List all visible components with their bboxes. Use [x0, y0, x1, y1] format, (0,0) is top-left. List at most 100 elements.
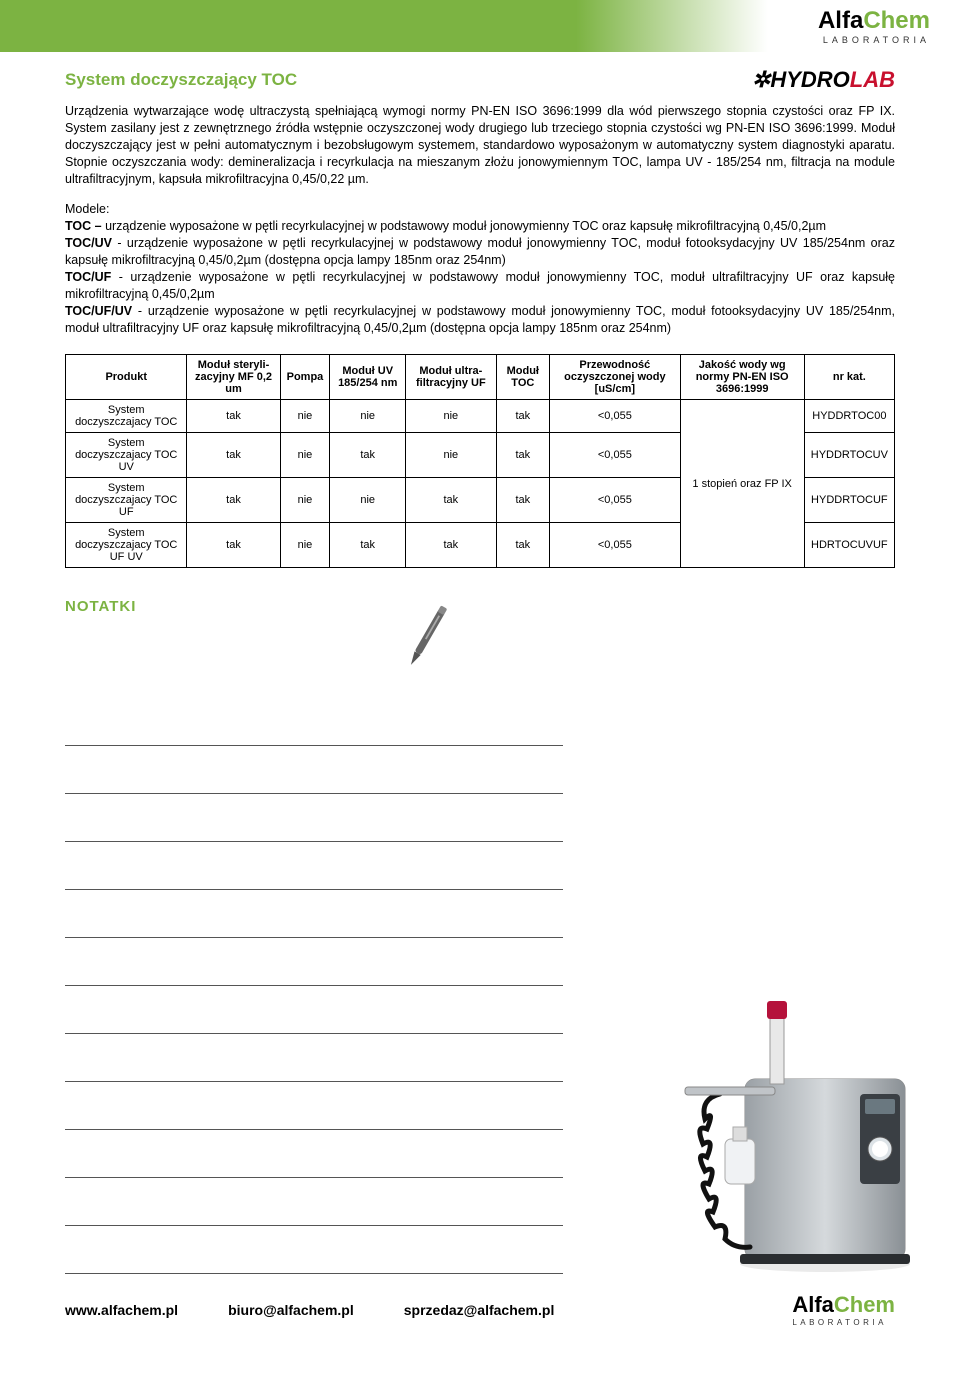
cell: tak — [496, 478, 550, 523]
note-line — [65, 1130, 563, 1178]
cell: tak — [330, 523, 406, 568]
th-mf: Moduł steryli-zacyjny MF 0,2 um — [187, 355, 280, 400]
cell: <0,055 — [550, 478, 680, 523]
note-lines — [65, 698, 563, 1274]
product-image — [625, 999, 915, 1279]
cell: tak — [496, 433, 550, 478]
page-content: System doczyszczający TOC ✲HYDROLAB Urzą… — [0, 52, 960, 1284]
cell-produkt: System doczyszczajacy TOC UF — [66, 478, 187, 523]
title-row: System doczyszczający TOC ✲HYDROLAB — [65, 67, 895, 93]
cell: nie — [280, 400, 330, 433]
th-przewodnosc: Przewodność oczyszczonej wody [uS/cm] — [550, 355, 680, 400]
model-name-1: TOC/UV — [65, 236, 112, 250]
footer-url[interactable]: www.alfachem.pl — [65, 1302, 178, 1318]
cell-kat: HYDDRTOCUV — [804, 433, 894, 478]
brand-subtitle-footer: LABORATORIA — [792, 1318, 895, 1327]
footer-links: www.alfachem.pl biuro@alfachem.pl sprzed… — [65, 1302, 554, 1318]
note-line — [65, 842, 563, 890]
footer: www.alfachem.pl biuro@alfachem.pl sprzed… — [0, 1284, 960, 1339]
cell-produkt: System doczyszczajacy TOC UF UV — [66, 523, 187, 568]
brand-name-part2-footer: Chem — [834, 1292, 895, 1317]
notes-title: NOTATKI — [65, 598, 136, 615]
cell: nie — [280, 433, 330, 478]
th-jakosc: Jakość wody wg normy PN-EN ISO 3696:1999 — [680, 355, 804, 400]
cell: nie — [280, 478, 330, 523]
cell: tak — [187, 433, 280, 478]
cell: tak — [187, 400, 280, 433]
cell: tak — [406, 478, 496, 523]
cell: nie — [330, 400, 406, 433]
th-uf: Moduł ultra-filtracyjny UF — [406, 355, 496, 400]
table-row: System doczyszczajacy TOC tak nie nie ni… — [66, 400, 895, 433]
note-line — [65, 1178, 563, 1226]
models-block: Modele: TOC – urządzenie wyposażone w pę… — [65, 201, 895, 336]
cell: nie — [330, 478, 406, 523]
cell-produkt: System doczyszczajacy TOC UV — [66, 433, 187, 478]
cell-kat: HYDDRTOCUF — [804, 478, 894, 523]
cell: nie — [406, 400, 496, 433]
note-line — [65, 1034, 563, 1082]
model-line-0: TOC – urządzenie wyposażone w pętli recy… — [65, 218, 895, 235]
cell: <0,055 — [550, 400, 680, 433]
note-line — [65, 1082, 563, 1130]
cell-quality-merged: 1 stopień oraz FP IX — [680, 400, 804, 568]
cell: nie — [280, 523, 330, 568]
cell-kat: HDRTOCUVUF — [804, 523, 894, 568]
brand-logo-footer: AlfaChem LABORATORIA — [792, 1292, 895, 1327]
table-header-row: Produkt Moduł steryli-zacyjny MF 0,2 um … — [66, 355, 895, 400]
hydrolab-prefix: HYDRO — [770, 67, 849, 92]
th-uv: Moduł UV 185/254 nm — [330, 355, 406, 400]
cell: tak — [406, 523, 496, 568]
brand-subtitle: LABORATORIA — [818, 35, 930, 45]
note-line — [65, 938, 563, 986]
gear-icon: ✲ — [752, 67, 770, 92]
note-line — [65, 890, 563, 938]
cell: tak — [496, 523, 550, 568]
th-kat: nr kat. — [804, 355, 894, 400]
cell: <0,055 — [550, 523, 680, 568]
partner-brand-logo: ✲HYDROLAB — [752, 67, 895, 93]
cell: nie — [406, 433, 496, 478]
model-desc-0: urządzenie wyposażone w pętli recyrkulac… — [102, 219, 826, 233]
brand-name-part2: Chem — [863, 7, 930, 34]
brand-logo-top: AlfaChem LABORATORIA — [818, 7, 930, 45]
note-line — [65, 794, 563, 842]
cell: tak — [330, 433, 406, 478]
note-line — [65, 1226, 563, 1274]
footer-email2[interactable]: sprzedaz@alfachem.pl — [404, 1302, 555, 1318]
hydrolab-suffix: LAB — [850, 67, 895, 92]
model-desc-1: - urządzenie wyposażone w pętli recyrkul… — [65, 236, 895, 267]
brand-name-part1: Alfa — [818, 7, 863, 34]
cell-kat: HYDDRTOC00 — [804, 400, 894, 433]
note-line — [65, 986, 563, 1034]
cell: <0,055 — [550, 433, 680, 478]
notes-header: NOTATKI — [65, 598, 895, 688]
footer-email1[interactable]: biuro@alfachem.pl — [228, 1302, 354, 1318]
model-line-2: TOC/UF - urządzenie wyposażone w pętli r… — [65, 269, 895, 303]
model-line-1: TOC/UV - urządzenie wyposażone w pętli r… — [65, 235, 895, 269]
spec-table: Produkt Moduł steryli-zacyjny MF 0,2 um … — [65, 354, 895, 568]
cell: tak — [496, 400, 550, 433]
model-desc-3: - urządzenie wyposażone w pętli recyrkul… — [65, 304, 895, 335]
model-name-0: TOC – — [65, 219, 102, 233]
th-toc: Moduł TOC — [496, 355, 550, 400]
cell: tak — [187, 478, 280, 523]
model-desc-2: - urządzenie wyposażone w pętli recyrkul… — [65, 270, 895, 301]
note-line — [65, 698, 563, 746]
brand-name-part1-footer: Alfa — [792, 1292, 834, 1317]
model-name-2: TOC/UF — [65, 270, 111, 284]
cell-produkt: System doczyszczajacy TOC — [66, 400, 187, 433]
intro-paragraph: Urządzenia wytwarzające wodę ultraczystą… — [65, 103, 895, 187]
pen-icon — [396, 598, 451, 688]
note-line — [65, 746, 563, 794]
brand-name: AlfaChem — [818, 7, 930, 35]
models-heading: Modele: — [65, 201, 895, 218]
th-produkt: Produkt — [66, 355, 187, 400]
model-line-3: TOC/UF/UV - urządzenie wyposażone w pętl… — [65, 303, 895, 337]
section-title: System doczyszczający TOC — [65, 70, 297, 90]
header-bar: AlfaChem LABORATORIA — [0, 0, 960, 52]
cell: tak — [187, 523, 280, 568]
brand-name-footer: AlfaChem — [792, 1292, 895, 1318]
th-pompa: Pompa — [280, 355, 330, 400]
model-name-3: TOC/UF/UV — [65, 304, 132, 318]
